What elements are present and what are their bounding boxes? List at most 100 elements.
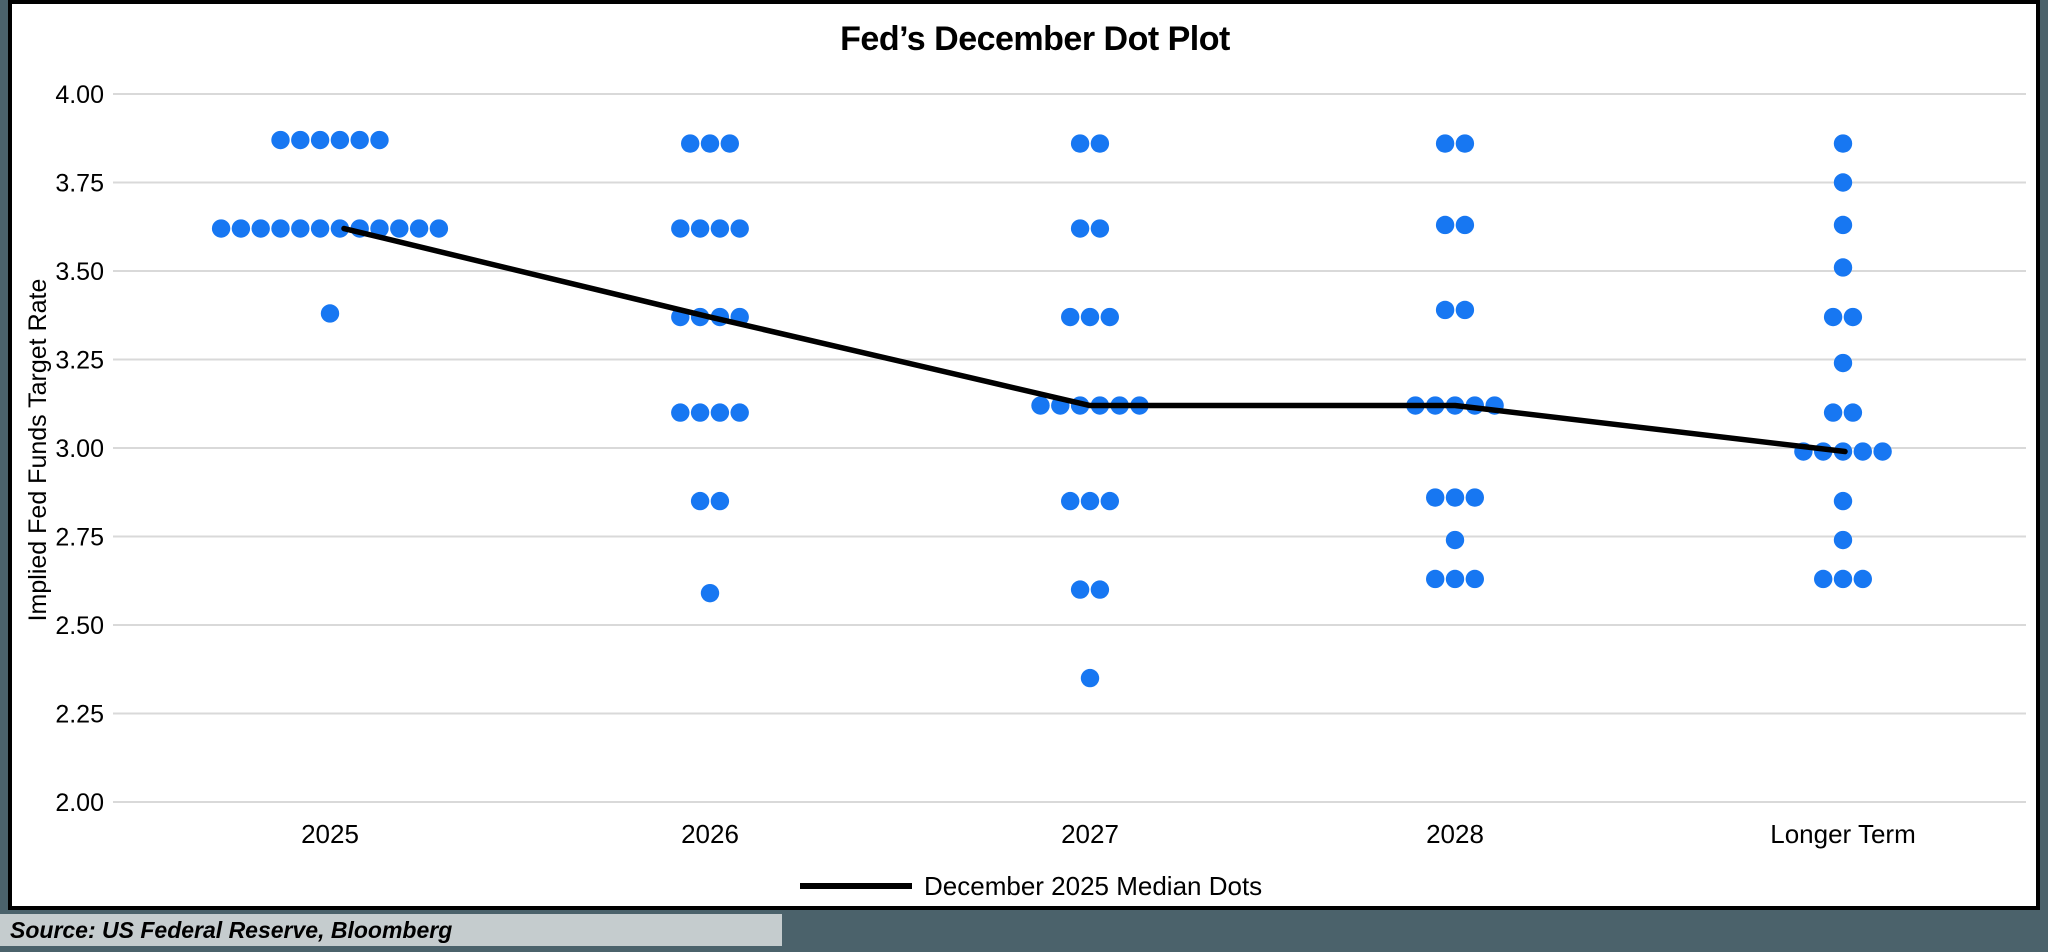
fomc-dot bbox=[310, 130, 330, 150]
fomc-dot bbox=[1823, 307, 1843, 327]
fomc-dot bbox=[1426, 569, 1445, 589]
fomc-dot bbox=[1031, 396, 1050, 415]
fomc-dot bbox=[271, 219, 290, 238]
fomc-dot bbox=[1090, 134, 1110, 153]
fomc-dot bbox=[370, 130, 389, 150]
fomc-dot bbox=[690, 403, 710, 422]
fomc-dot bbox=[1426, 488, 1445, 507]
fomc-dot bbox=[730, 403, 749, 422]
fomc-dot bbox=[429, 219, 449, 238]
fomc-dot bbox=[730, 219, 749, 238]
fomc-dot bbox=[1080, 491, 1100, 511]
chart-panel bbox=[8, 0, 2040, 910]
y-tick-label: 2.75 bbox=[55, 524, 104, 552]
fomc-dot bbox=[1455, 134, 1475, 153]
fomc-dot bbox=[720, 134, 739, 153]
median-line-group bbox=[341, 225, 1848, 455]
fomc-dot bbox=[1843, 403, 1863, 422]
chart-title: Fed’s December Dot Plot bbox=[840, 20, 1230, 58]
x-category-label: 2028 bbox=[1426, 819, 1484, 849]
fomc-dot bbox=[330, 130, 350, 150]
fomc-dot bbox=[1435, 215, 1455, 235]
y-tick-label: 3.00 bbox=[55, 435, 104, 463]
fomc-dot bbox=[1833, 173, 1853, 192]
fomc-dot bbox=[1833, 491, 1853, 511]
fomc-dot bbox=[1090, 580, 1110, 599]
fomc-dot bbox=[710, 403, 730, 422]
fomc-dot bbox=[1080, 307, 1100, 327]
y-tick-label: 3.50 bbox=[55, 258, 104, 286]
fomc-dot bbox=[700, 583, 720, 603]
fomc-dot bbox=[1100, 491, 1120, 511]
fomc-dot bbox=[409, 219, 429, 238]
x-category-label: 2026 bbox=[681, 819, 739, 849]
fomc-dot bbox=[1833, 134, 1853, 153]
fomc-dot bbox=[1833, 215, 1853, 235]
fomc-dot bbox=[271, 130, 290, 150]
fomc-dot bbox=[1833, 530, 1853, 550]
fomc-dot bbox=[1873, 442, 1892, 461]
y-tick-labels-group: 4.00 3.75 3.50 3.25 3.00 2.75 2.50 2.25 2.00 bbox=[55, 81, 104, 817]
y-tick-label: 2.50 bbox=[55, 612, 104, 640]
x-category-label: 2025 bbox=[301, 819, 359, 849]
fomc-dot bbox=[671, 219, 690, 238]
fomc-dot bbox=[251, 219, 270, 238]
fomc-dot bbox=[1833, 258, 1853, 277]
fomc-dot bbox=[1100, 307, 1120, 327]
fomc-dot bbox=[1843, 307, 1863, 327]
fomc-dot bbox=[1823, 403, 1843, 422]
fomc-dot bbox=[1435, 300, 1455, 320]
fomc-dot bbox=[1445, 530, 1465, 550]
fomc-dot bbox=[710, 491, 730, 511]
fomc-dot bbox=[1455, 300, 1475, 320]
x-category-label: Longer Term bbox=[1770, 819, 1916, 849]
fomc-dot bbox=[1070, 580, 1090, 599]
fomc-dot bbox=[690, 219, 710, 238]
median-dots-line bbox=[341, 225, 1848, 455]
legend-label: December 2025 Median Dots bbox=[924, 871, 1262, 901]
fomc-dot bbox=[1445, 488, 1465, 507]
fomc-dot bbox=[1853, 569, 1873, 589]
fomc-dot bbox=[291, 219, 310, 238]
fomc-dot bbox=[1455, 215, 1475, 235]
x-category-labels-group: 2025 2026 2027 2028 Longer Term bbox=[301, 819, 1916, 849]
fomc-dot bbox=[671, 403, 690, 422]
fomc-dot bbox=[1061, 307, 1080, 327]
fomc-dot bbox=[1833, 353, 1853, 373]
gridlines-group bbox=[113, 93, 2026, 803]
fomc-dot bbox=[350, 130, 369, 150]
fomc-dot bbox=[690, 491, 710, 511]
fomc-dot bbox=[370, 219, 389, 238]
fomc-dot bbox=[1465, 488, 1485, 507]
fomc-dot bbox=[1833, 569, 1853, 589]
y-tick-label: 4.00 bbox=[55, 81, 104, 109]
fomc-dot bbox=[390, 219, 409, 238]
fomc-dot bbox=[1070, 134, 1090, 153]
fomc-dot bbox=[211, 219, 231, 238]
fomc-dot bbox=[1445, 569, 1465, 589]
source-caption: Source: US Federal Reserve, Bloomberg bbox=[10, 917, 452, 943]
fomc-dot bbox=[1061, 491, 1080, 511]
y-tick-label: 3.25 bbox=[55, 347, 104, 375]
fomc-dot bbox=[700, 134, 720, 153]
x-category-label: 2027 bbox=[1061, 819, 1119, 849]
fomc-dot bbox=[1080, 668, 1100, 688]
y-axis-title: Implied Fed Funds Target Rate bbox=[24, 279, 52, 622]
dots-group bbox=[211, 130, 1892, 688]
caption-strip bbox=[0, 914, 782, 946]
y-tick-label: 3.75 bbox=[55, 170, 104, 198]
fomc-dot bbox=[291, 130, 310, 150]
fomc-dot bbox=[1853, 442, 1873, 461]
fomc-dot bbox=[710, 219, 730, 238]
y-tick-label: 2.25 bbox=[55, 701, 104, 729]
fomc-dot bbox=[231, 219, 251, 238]
fomc-dot bbox=[1814, 569, 1833, 589]
fomc-dot bbox=[1070, 219, 1090, 238]
fomc-dot bbox=[330, 219, 350, 238]
y-tick-label: 2.00 bbox=[55, 789, 104, 817]
fomc-dot bbox=[310, 219, 330, 238]
fomc-dot bbox=[1090, 219, 1110, 238]
fomc-dot bbox=[681, 134, 700, 153]
